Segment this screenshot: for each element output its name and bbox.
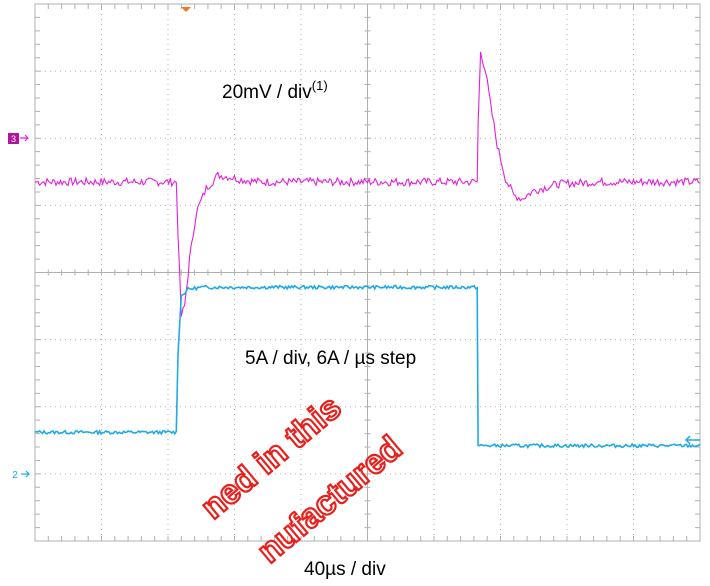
watermark: ned in this nufactured: [193, 387, 411, 572]
trigger-marker-icon: [181, 7, 191, 12]
ch3-badge: 3: [8, 133, 29, 144]
voltage-footnote: (1): [312, 78, 328, 93]
ch2-arrow-icon: [21, 470, 30, 478]
current-scale-label: 5A / div, 6A / µs step: [245, 348, 416, 369]
ch3-marker: 3: [11, 134, 16, 144]
waveform-traces: [34, 51, 701, 449]
ch2-badge: 2: [12, 470, 30, 481]
ch3-arrow-icon: [20, 134, 29, 142]
ch3-voltage-trace: [34, 51, 701, 317]
ch2-marker: 2: [12, 470, 18, 481]
voltage-scale-text: 20mV / div: [222, 82, 312, 103]
time-scale-label: 40µs / div: [304, 559, 386, 580]
grid-minor-ticks: [34, 3, 701, 542]
ch2-current-trace: [34, 284, 701, 449]
plot-grid: [34, 3, 701, 542]
cursor-arrow-icon: [684, 435, 700, 445]
voltage-scale-label: 20mV / div(1): [222, 78, 328, 103]
